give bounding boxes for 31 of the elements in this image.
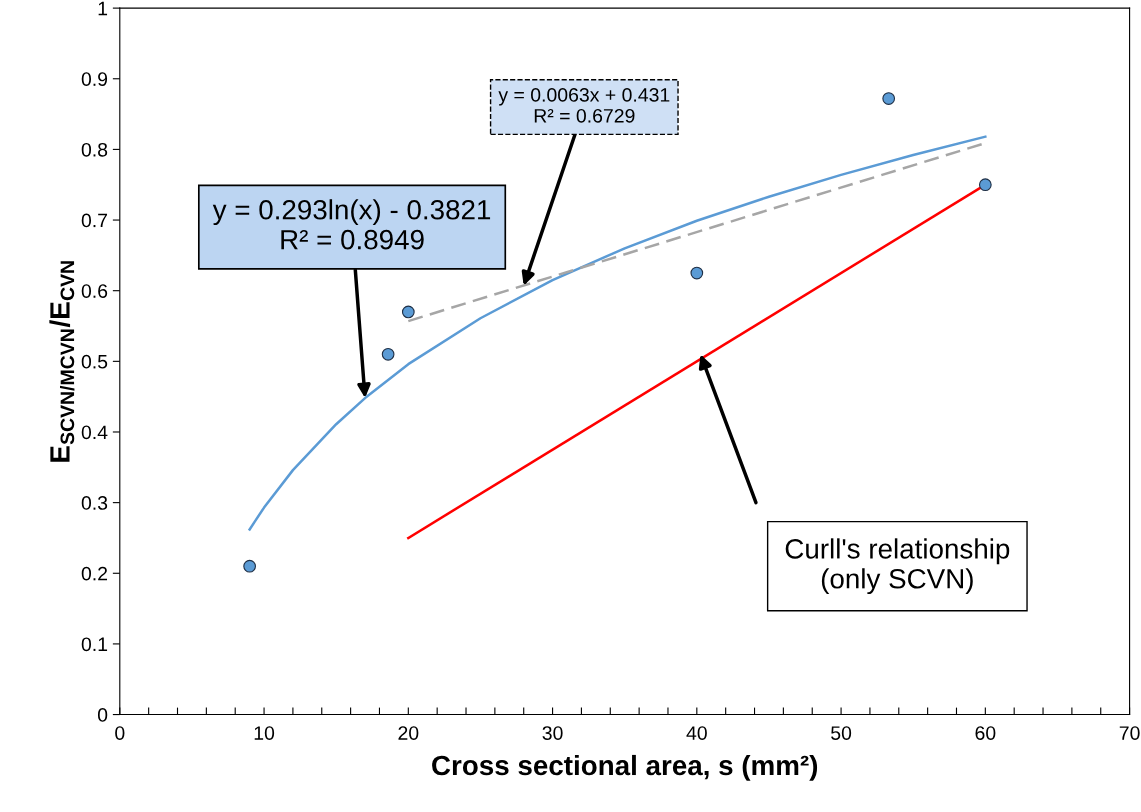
y-tick-label: 0.9: [81, 72, 108, 86]
point: [882, 92, 896, 105]
x-tick-label: 40: [686, 726, 707, 740]
point: [978, 178, 992, 192]
x-tick-label: 30: [542, 726, 563, 740]
x-tick-label: 70: [1119, 726, 1140, 740]
x-tick-label: 10: [254, 726, 275, 740]
y-tick-label: 0.4: [81, 425, 108, 440]
y-tick-label: 0.7: [81, 213, 108, 228]
line-series: [248, 135, 987, 531]
point: [243, 559, 256, 573]
x-tick-label: 50: [831, 726, 852, 740]
x-tick-label: 0: [115, 726, 125, 740]
y-tick-label: 1: [98, 1, 108, 16]
y-tick-label: 0.6: [81, 284, 108, 298]
y-tick-label: 0.3: [81, 496, 108, 510]
annotation: Curll's relationship (only SCVN): [785, 538, 1010, 595]
y-tick-label: 0.8: [81, 142, 108, 157]
y-tick-label: 0.2: [81, 566, 108, 581]
y-tick-label: 0: [97, 708, 108, 722]
y-tick-label: 0.5: [81, 354, 108, 369]
point: [401, 305, 415, 319]
x-tick-label: 60: [975, 726, 996, 740]
y-axis-title: E$_{SCVN/MCVN}$/E$_{CVN}$: [49, 261, 75, 462]
y-tick-label: 0.1: [81, 637, 108, 652]
annotation: y = 0.293ln(x) - 0.3821 R² = 0.8949: [212, 199, 491, 250]
annotation: y = 0.0063x + 0.431 R² = 0.6729: [498, 88, 670, 123]
x-tick-label: 20: [398, 726, 419, 740]
x-axis-title: Cross sectional area, s (mm²): [432, 754, 818, 781]
point: [381, 347, 395, 361]
point: [690, 266, 704, 280]
